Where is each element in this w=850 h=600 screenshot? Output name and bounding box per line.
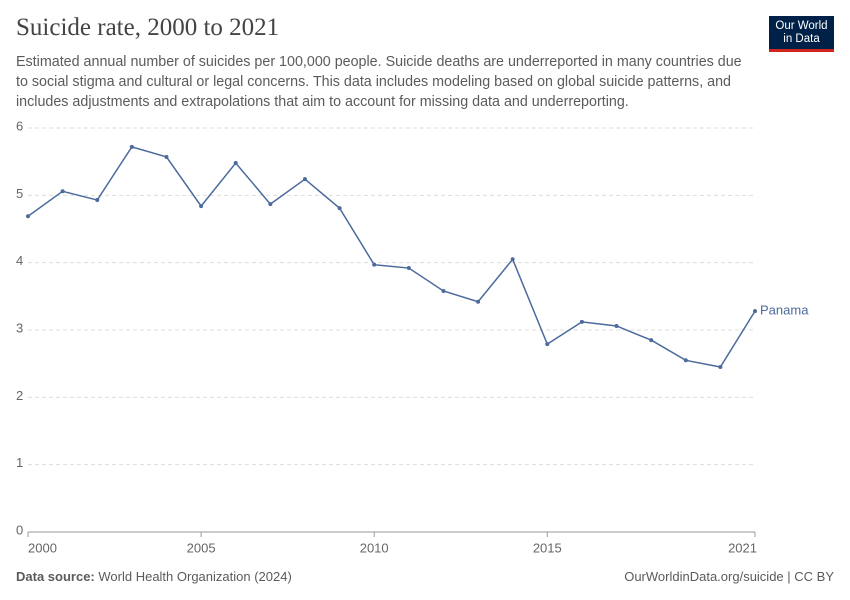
point: [614, 323, 619, 328]
point: [302, 177, 307, 182]
point: [649, 338, 654, 343]
point: [268, 202, 273, 207]
chart-title: Suicide rate, 2000 to 2021: [16, 14, 280, 41]
point: [233, 161, 238, 166]
source: Data source: World Health Organization (…: [16, 569, 292, 584]
point: [372, 262, 377, 267]
x-tick-label: 2010: [360, 540, 389, 555]
y-tick-label: 0: [16, 522, 23, 537]
x-tick-label: 2015: [533, 540, 562, 555]
chart-subtitle: Estimated annual number of suicides per …: [16, 54, 742, 110]
logo-line: in Data: [783, 33, 820, 45]
y-tick-label: 3: [16, 320, 23, 335]
point: [718, 365, 723, 370]
logo-line: Our World: [775, 20, 828, 32]
series-line: [27, 145, 756, 368]
y-tick-label: 2: [16, 388, 23, 403]
point: [545, 342, 550, 347]
y-tick-label: 4: [16, 253, 23, 268]
point: [337, 206, 342, 211]
credit[interactable]: OurWorldinData.org/suicide | CC BY: [624, 569, 834, 584]
y-tick-label: 5: [16, 186, 23, 201]
point: [129, 144, 134, 149]
point: [26, 214, 30, 219]
point: [510, 257, 515, 262]
point: [164, 154, 169, 159]
point: [95, 198, 100, 203]
x-tick-label: 2005: [187, 540, 216, 555]
point: [579, 319, 584, 324]
y-tick-label: 6: [16, 118, 23, 133]
x-tick-label: 2021: [728, 540, 757, 555]
y-tick-label: 1: [16, 455, 23, 470]
point: [476, 299, 481, 304]
series-label: Panama: [760, 303, 809, 318]
point: [406, 266, 411, 271]
source-label: Data source:: [16, 569, 95, 584]
x-tick-label: 2000: [28, 540, 57, 555]
point: [199, 204, 204, 209]
point: [441, 288, 446, 293]
point: [683, 358, 688, 363]
point: [60, 189, 65, 194]
source-text: World Health Organization (2024): [98, 569, 292, 584]
point: [753, 309, 757, 314]
logo[interactable]: Our World in Data: [769, 16, 834, 52]
